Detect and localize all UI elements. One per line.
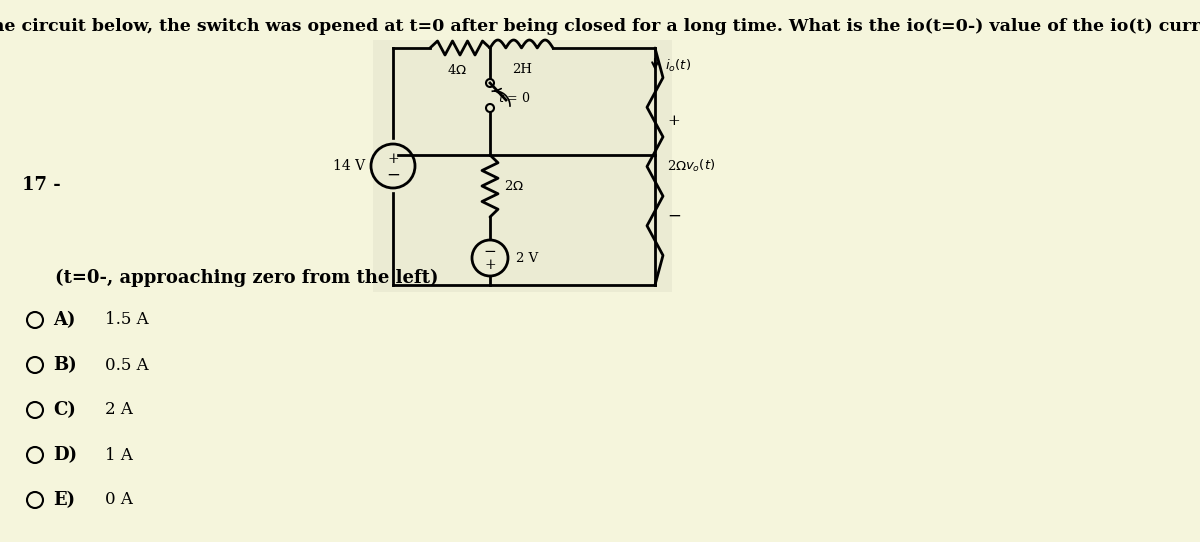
Text: 0.5 A: 0.5 A [106, 357, 149, 373]
Text: 2$\Omega$: 2$\Omega$ [667, 159, 688, 173]
Text: $t$ = 0: $t$ = 0 [498, 91, 530, 105]
Text: 4$\Omega$: 4$\Omega$ [446, 63, 467, 77]
Text: +: + [667, 114, 679, 128]
Text: −: − [667, 208, 680, 224]
Text: −: − [484, 245, 497, 259]
Text: 17 -: 17 - [22, 176, 61, 194]
Text: 14 V: 14 V [332, 159, 365, 173]
Text: A): A) [53, 311, 76, 329]
Text: 2 V: 2 V [516, 251, 539, 264]
Circle shape [472, 240, 508, 276]
FancyBboxPatch shape [373, 40, 672, 292]
Text: (t=0-, approaching zero from the left): (t=0-, approaching zero from the left) [55, 269, 438, 287]
Text: C): C) [53, 401, 76, 419]
Text: $i_o(t)$: $i_o(t)$ [665, 58, 691, 74]
Text: 2$\Omega$: 2$\Omega$ [504, 179, 524, 193]
Text: D): D) [53, 446, 77, 464]
Text: 2 A: 2 A [106, 402, 133, 418]
Text: +: + [484, 258, 496, 272]
Text: E): E) [53, 491, 76, 509]
Text: 1.5 A: 1.5 A [106, 312, 149, 328]
Text: B): B) [53, 356, 77, 374]
Text: −: − [386, 166, 400, 184]
Text: 2H: 2H [512, 63, 532, 76]
Text: 0 A: 0 A [106, 492, 133, 508]
Text: +: + [388, 152, 398, 166]
Text: 1 A: 1 A [106, 447, 133, 463]
Text: In the circuit below, the switch was opened at t=0 after being closed for a long: In the circuit below, the switch was ope… [0, 18, 1200, 35]
Text: $v_o(t)$: $v_o(t)$ [685, 158, 715, 174]
